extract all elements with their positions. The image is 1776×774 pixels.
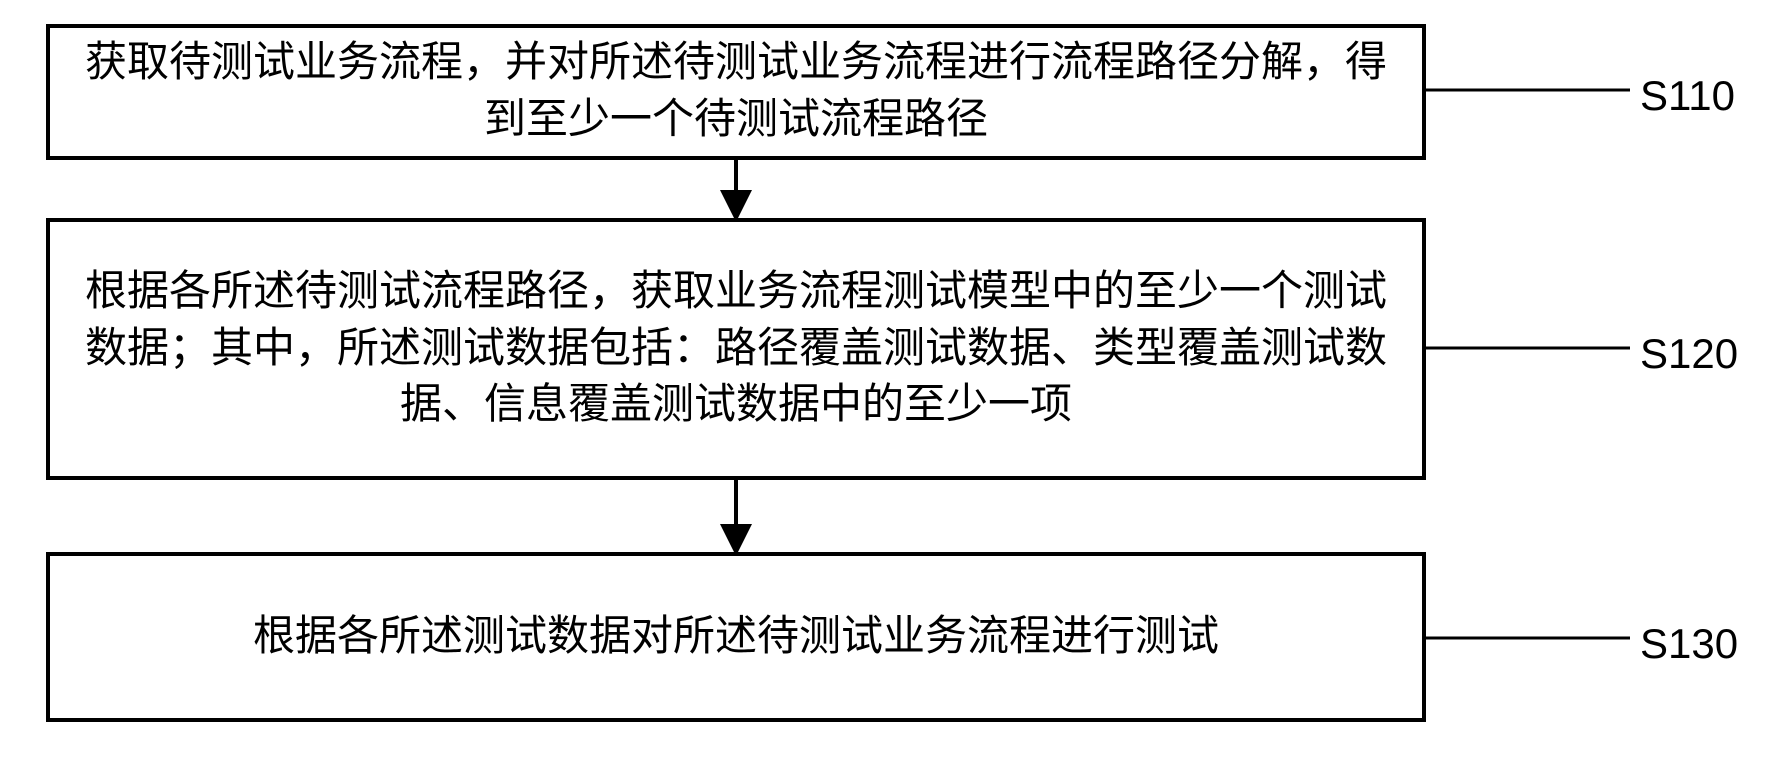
step-label-s130: S130: [1640, 620, 1738, 668]
leader-line-s130: [0, 0, 1776, 774]
flowchart-canvas: 获取待测试业务流程，并对所述待测试业务流程进行流程路径分解，得到至少一个待测试流…: [0, 0, 1776, 774]
